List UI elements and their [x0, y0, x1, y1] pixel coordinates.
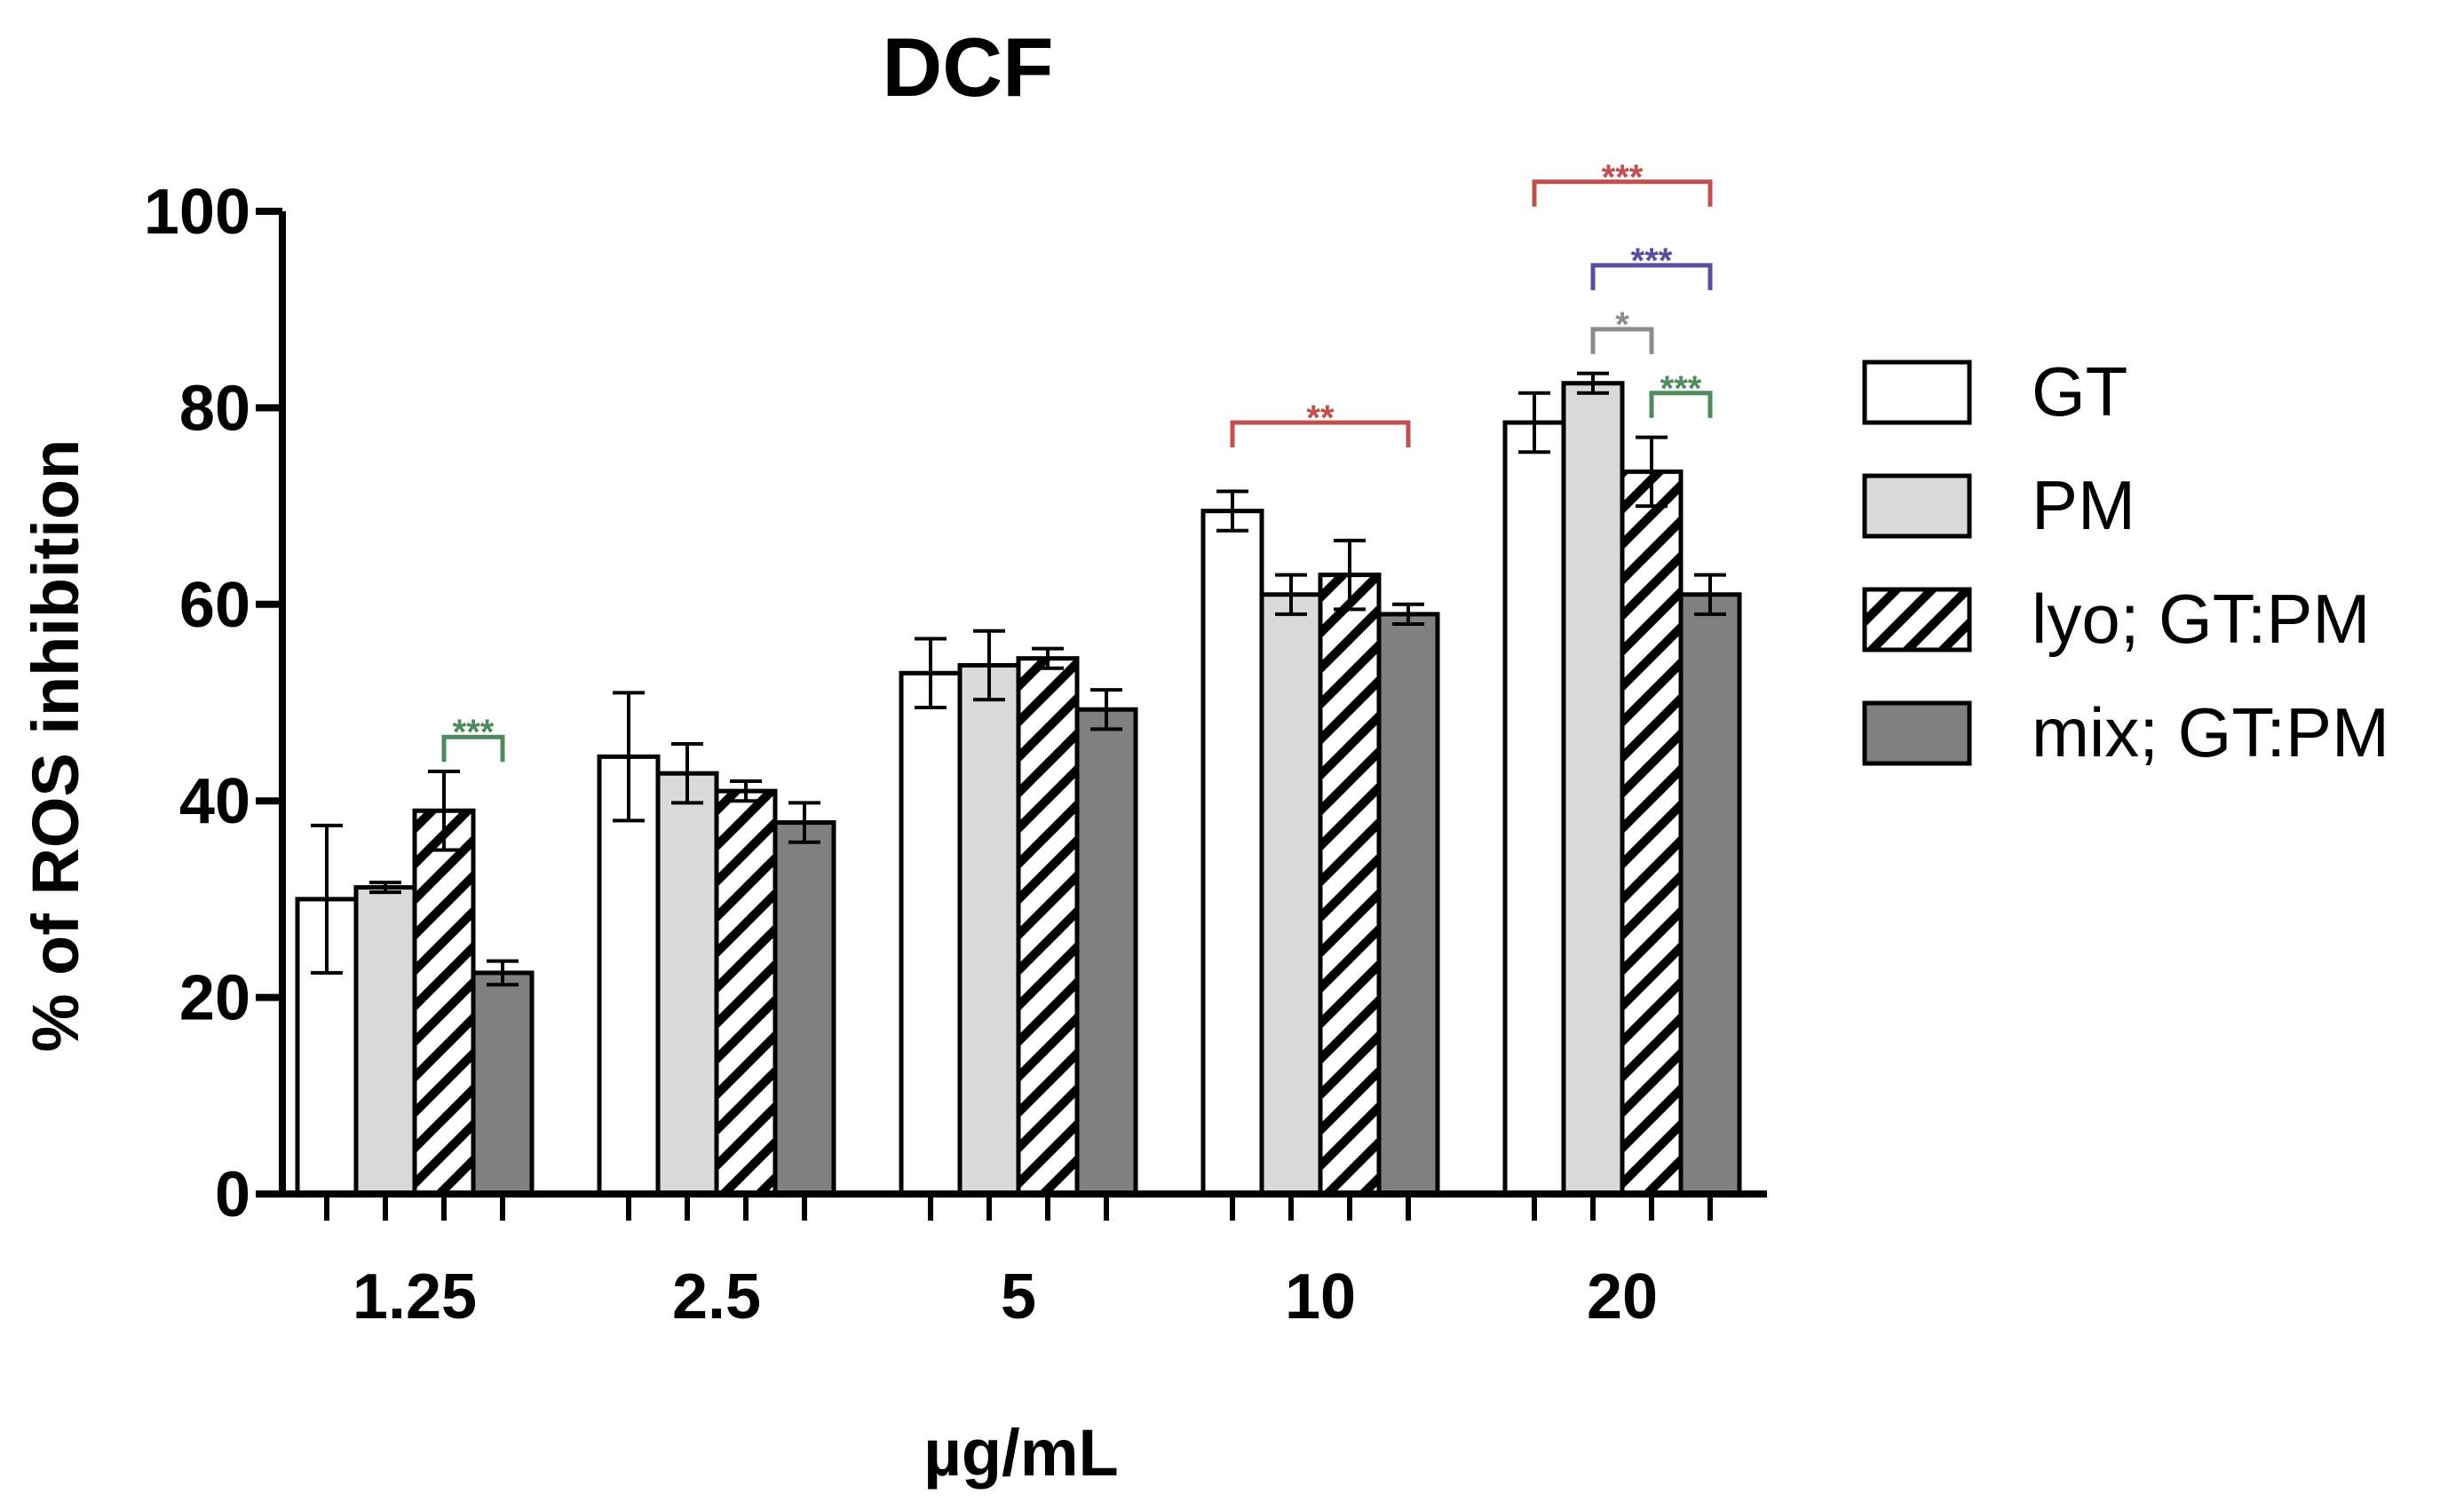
bar-gt-5	[899, 670, 963, 1197]
legend-swatch	[1862, 360, 1972, 425]
x-tick-label: 1.25	[353, 1261, 477, 1332]
legend-swatch	[1862, 473, 1972, 539]
y-axis: 0 20 40 60 80 100	[144, 177, 286, 1230]
bar-pm-5	[957, 662, 1021, 1197]
significance-label: **	[1306, 399, 1335, 438]
y-tick-label: 80	[179, 373, 250, 444]
y-axis-label: % of ROS inhibition	[19, 439, 92, 1053]
significance-annotations: ***************	[441, 158, 1713, 763]
x-axis-label: µg/mL	[923, 1416, 1118, 1490]
x-tick-label: 5	[1001, 1261, 1036, 1332]
plot-area	[295, 371, 1742, 1197]
significance-bracket	[1649, 391, 1713, 418]
significance-bracket	[441, 734, 505, 763]
bar-pm-10	[1259, 592, 1323, 1197]
y-tick-label: 0	[215, 1159, 250, 1230]
y-tick-label: 100	[144, 177, 250, 248]
bar-pm-2_5	[655, 771, 719, 1197]
significance-label: ***	[1660, 369, 1702, 408]
x-tick-label: 10	[1285, 1261, 1356, 1332]
significance-bracket	[1532, 179, 1713, 207]
significance-bracket	[1590, 263, 1713, 290]
bar-gt-20	[1502, 420, 1566, 1197]
bar-mix-gt-pm-20	[1678, 592, 1742, 1197]
y-tick-label: 40	[179, 766, 250, 837]
bar-mix-gt-pm-5	[1074, 707, 1138, 1197]
significance-label: ***	[1602, 158, 1644, 197]
bar-mix-gt-pm-1_25	[471, 970, 535, 1197]
x-tick-label: 2.5	[672, 1261, 761, 1332]
y-tick-label: 20	[179, 963, 250, 1034]
legend-label: PM	[2032, 466, 2135, 544]
bar-mix-gt-pm-10	[1376, 612, 1440, 1197]
legend-label: lyo; GT:PM	[2032, 580, 2370, 658]
significance-bracket	[1230, 420, 1411, 448]
y-tick-label: 60	[179, 570, 250, 641]
bar-gt-10	[1200, 509, 1264, 1197]
bar-pm-20	[1561, 381, 1625, 1197]
bar-lyo-gt-pm-2_5	[714, 788, 778, 1197]
legend-label: GT	[2032, 352, 2127, 431]
bar-pm-1_25	[353, 885, 417, 1197]
bar-lyo-gt-pm-20	[1620, 469, 1684, 1197]
x-axis: 1.25 2.5 5 10 20	[279, 1190, 1767, 1332]
legend-swatch	[1862, 587, 1972, 652]
significance-label: *	[1615, 305, 1629, 344]
significance-label: ***	[1631, 241, 1673, 281]
bar-lyo-gt-pm-10	[1318, 573, 1382, 1197]
legend-swatch	[1862, 700, 1972, 766]
legend-label: mix; GT:PM	[2032, 693, 2389, 771]
significance-bracket	[1590, 327, 1654, 354]
x-tick-label: 20	[1587, 1261, 1658, 1332]
bar-mix-gt-pm-2_5	[772, 820, 836, 1197]
legend: GT PM lyo; GT:PM mix; GT:PM	[1862, 352, 2389, 771]
bar-lyo-gt-pm-1_25	[412, 808, 476, 1197]
bar-lyo-gt-pm-5	[1016, 656, 1080, 1197]
significance-label: ***	[453, 713, 495, 752]
chart-title: DCF	[882, 20, 1053, 114]
